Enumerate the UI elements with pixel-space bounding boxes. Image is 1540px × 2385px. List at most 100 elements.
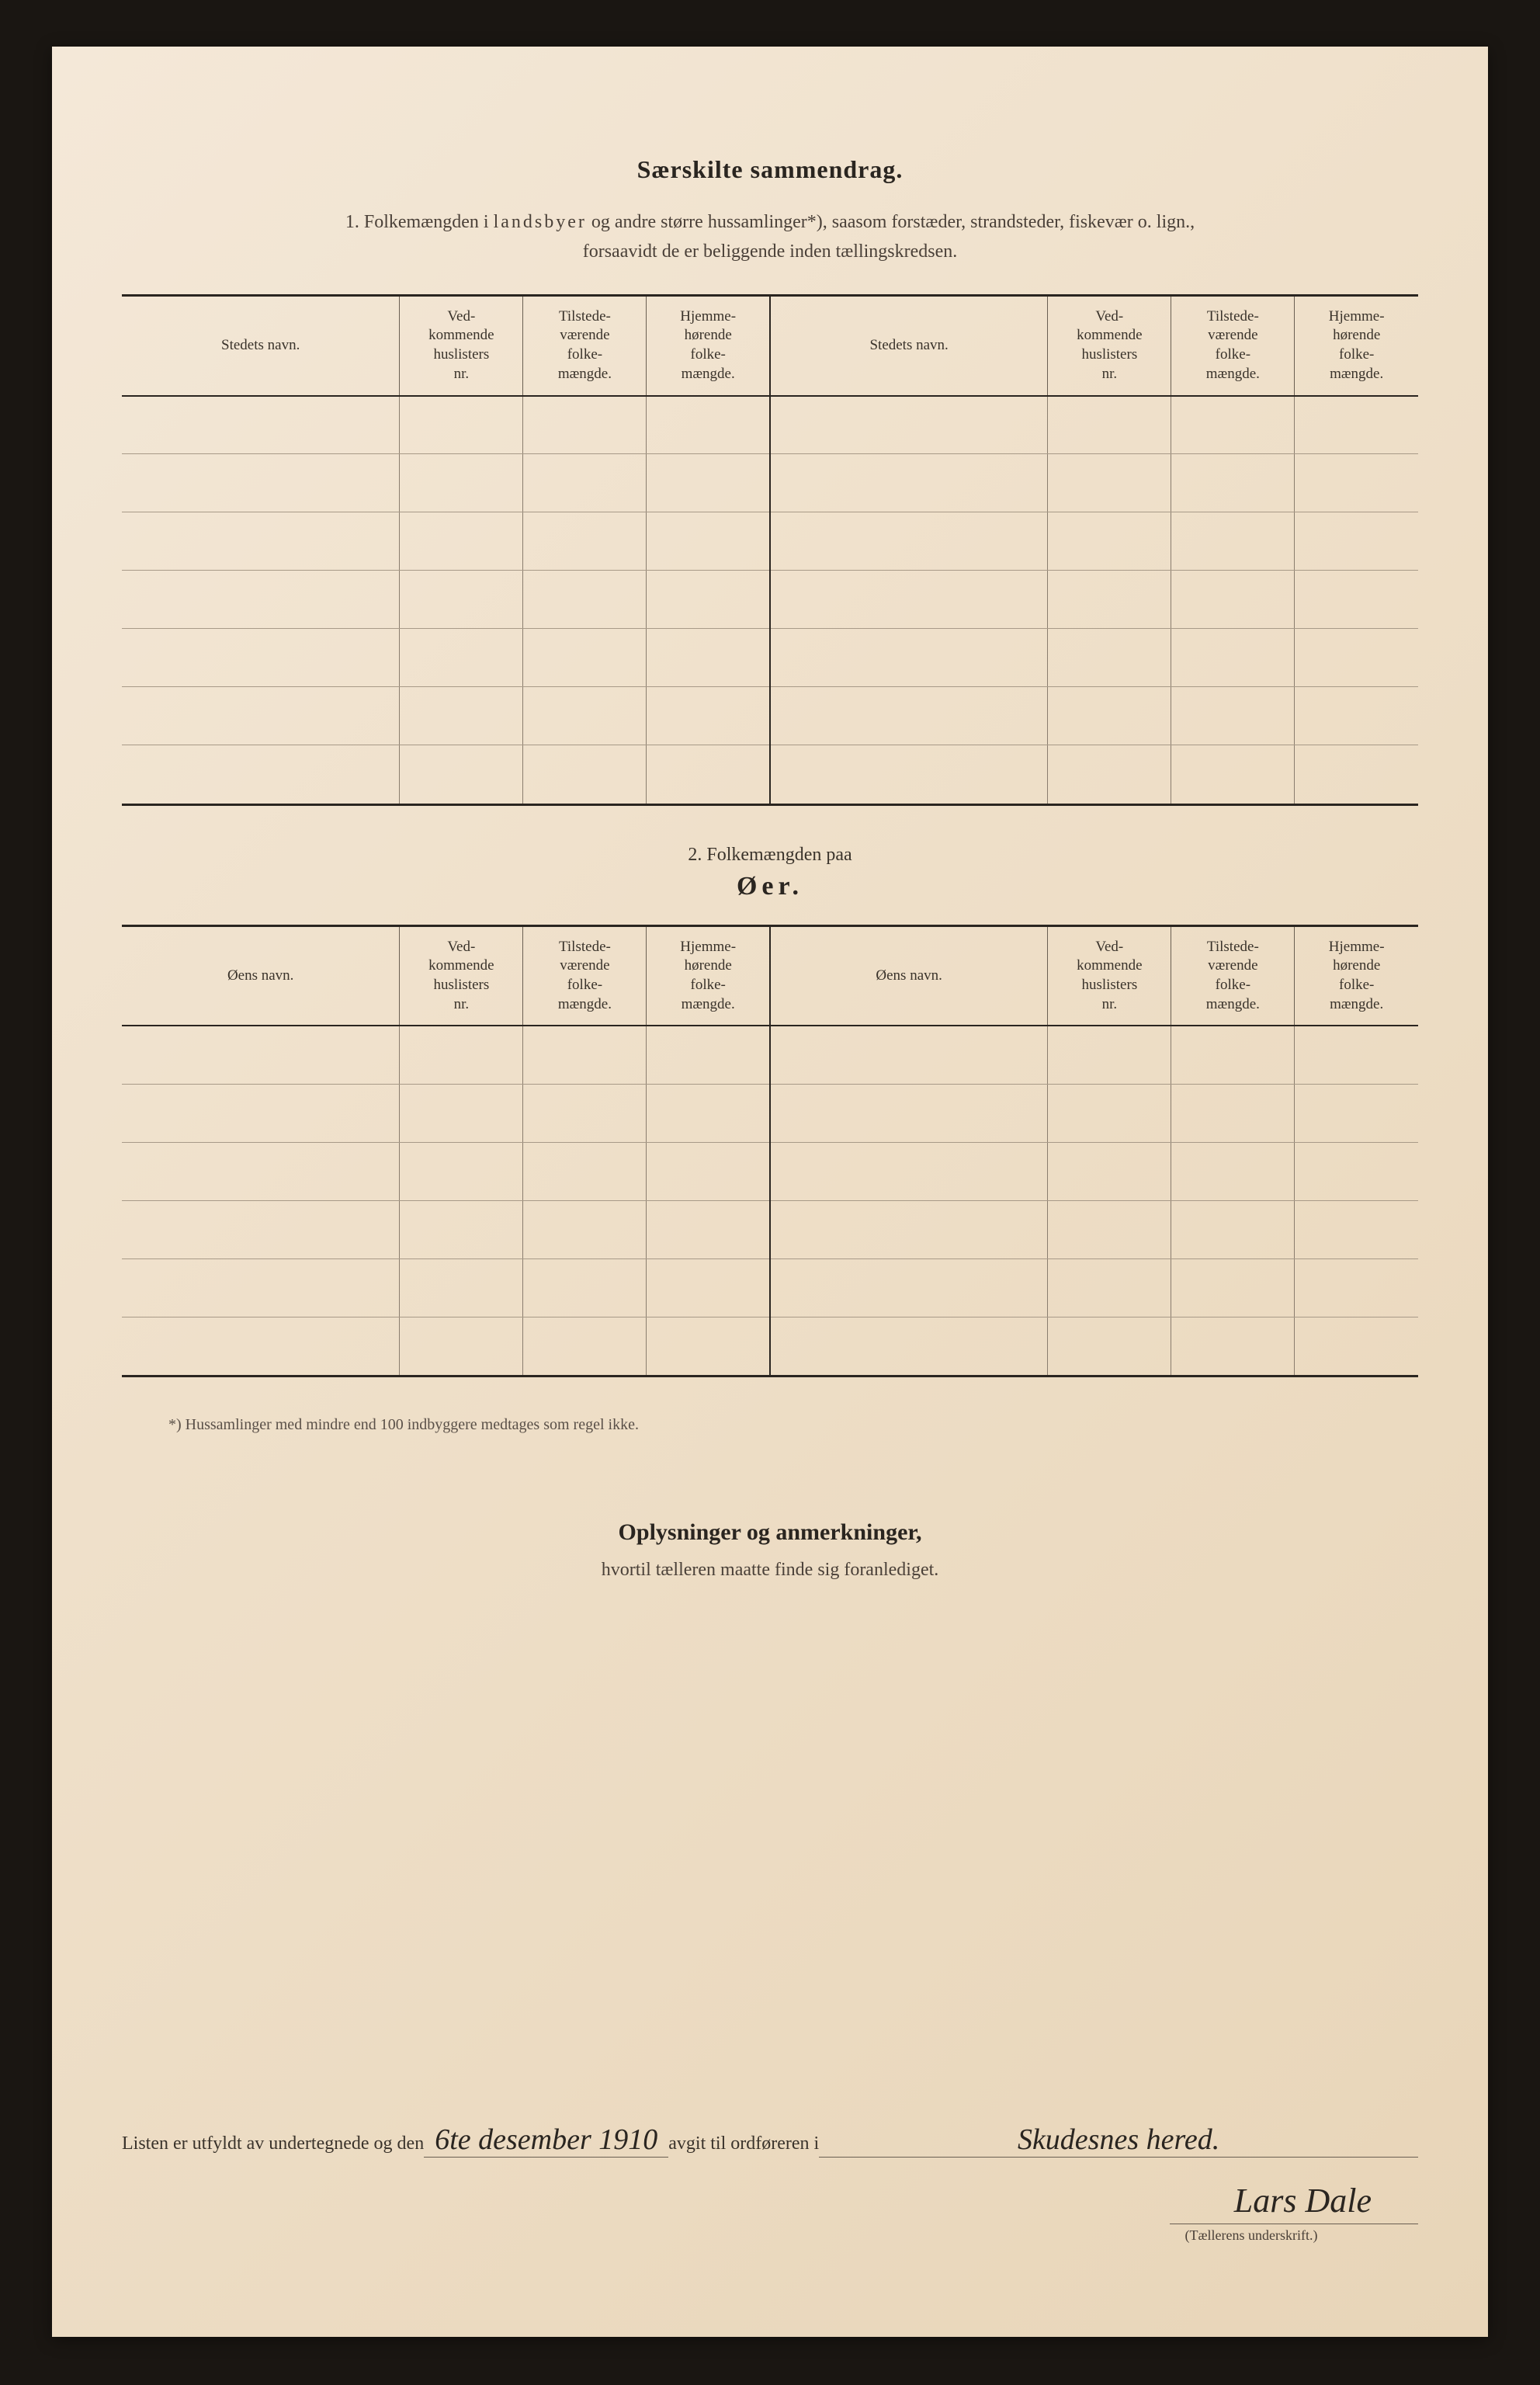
sig-middle: avgit til ordføreren i: [668, 2133, 819, 2154]
t1-h-col2-right: Ved- kommende huslisters nr.: [1048, 297, 1171, 396]
table-cell: [122, 512, 400, 571]
table-cell: [1295, 1142, 1418, 1200]
table-cell: [1295, 1026, 1418, 1084]
table-cell: [1171, 1084, 1295, 1142]
subtitle-spaced: landsbyer: [494, 212, 587, 232]
table-cell: [647, 512, 770, 571]
table-cell: [523, 1084, 647, 1142]
table1-wrap: Stedets navn. Ved- kommende huslisters n…: [122, 294, 1418, 806]
table2-wrap: Øens navn. Ved- kommende huslisters nr. …: [122, 925, 1418, 1378]
table-cell: [122, 1200, 400, 1258]
table-cell: [122, 396, 400, 454]
t2-h-col2-right: Ved- kommende huslisters nr.: [1048, 927, 1171, 1026]
table-cell: [400, 396, 523, 454]
table-cell: [1048, 571, 1171, 629]
t2-h-col4-right: Hjemme- hørende folke- mængde.: [1295, 927, 1418, 1026]
table-row: [122, 1026, 1418, 1084]
section2-line2: Øer.: [122, 872, 1418, 901]
footnote: *) Hussamlinger med mindre end 100 indby…: [168, 1416, 1418, 1434]
table-cell: [1048, 629, 1171, 687]
table-cell: [770, 571, 1048, 629]
table-cell: [770, 687, 1048, 745]
t1-h-col3-left: Tilstede- værende folke- mængde.: [523, 297, 647, 396]
table-row: [122, 512, 1418, 571]
table-cell: [1048, 1317, 1171, 1375]
table-cell: [400, 687, 523, 745]
oplysninger-subtitle: hvortil tælleren maatte finde sig foranl…: [122, 1560, 1418, 1581]
table-cell: [1295, 745, 1418, 804]
table-cell: [122, 454, 400, 512]
table-cell: [122, 1258, 400, 1317]
signature-line: Listen er utfyldt av undertegnede og den…: [122, 2123, 1418, 2158]
table-cell: [122, 1317, 400, 1375]
table-cell: [1048, 512, 1171, 571]
table-cell: [1171, 1200, 1295, 1258]
table-row: [122, 1142, 1418, 1200]
table-cell: [400, 1258, 523, 1317]
table-cell: [1048, 1258, 1171, 1317]
table-cell: [770, 1142, 1048, 1200]
table-cell: [1048, 1200, 1171, 1258]
table-cell: [122, 629, 400, 687]
table-cell: [1171, 1142, 1295, 1200]
subtitle-prefix: 1. Folkemængden i: [345, 212, 494, 232]
table-cell: [523, 745, 647, 804]
table-cell: [770, 1317, 1048, 1375]
table-cell: [523, 1200, 647, 1258]
table-cell: [770, 512, 1048, 571]
t1-h-col3-right: Tilstede- værende folke- mængde.: [1171, 297, 1295, 396]
sig-place: Skudesnes hered.: [819, 2123, 1418, 2158]
table-cell: [523, 1142, 647, 1200]
table-cell: [1295, 396, 1418, 454]
table-cell: [1295, 1200, 1418, 1258]
table-cell: [770, 454, 1048, 512]
signature-area: Listen er utfyldt av undertegnede og den…: [122, 2123, 1418, 2244]
table-cell: [523, 687, 647, 745]
table-cell: [647, 1258, 770, 1317]
document-page: Særskilte sammendrag. 1. Folkemængden i …: [52, 47, 1488, 2337]
table-row: [122, 1200, 1418, 1258]
table-cell: [122, 745, 400, 804]
table-cell: [1171, 1258, 1295, 1317]
t2-h-col4-left: Hjemme- hørende folke- mængde.: [647, 927, 770, 1026]
table-cell: [1171, 687, 1295, 745]
table-cell: [1048, 745, 1171, 804]
table-cell: [1171, 1317, 1295, 1375]
table-cell: [400, 629, 523, 687]
table-cell: [523, 1317, 647, 1375]
section2-header: 2. Folkemængden paa Øer.: [122, 845, 1418, 901]
table-cell: [1048, 396, 1171, 454]
table-cell: [770, 629, 1048, 687]
table-cell: [1171, 454, 1295, 512]
table-cell: [122, 687, 400, 745]
table-cell: [400, 745, 523, 804]
t2-h-name-left: Øens navn.: [122, 927, 400, 1026]
table-cell: [647, 571, 770, 629]
table-row: [122, 687, 1418, 745]
table-cell: [1295, 512, 1418, 571]
table-cell: [1295, 629, 1418, 687]
table-cell: [770, 745, 1048, 804]
table-cell: [647, 454, 770, 512]
table-cell: [122, 1142, 400, 1200]
table-cell: [647, 1026, 770, 1084]
sig-date: 6te desember 1910: [424, 2123, 668, 2158]
table2: Øens navn. Ved- kommende huslisters nr. …: [122, 927, 1418, 1376]
table-cell: [770, 1026, 1048, 1084]
table-cell: [1048, 687, 1171, 745]
table-cell: [647, 745, 770, 804]
table-cell: [1171, 1026, 1295, 1084]
table-cell: [1048, 454, 1171, 512]
table-cell: [400, 571, 523, 629]
table-cell: [1295, 1084, 1418, 1142]
table-cell: [523, 454, 647, 512]
table1: Stedets navn. Ved- kommende huslisters n…: [122, 297, 1418, 804]
table-cell: [523, 396, 647, 454]
table-cell: [1171, 512, 1295, 571]
t2-h-col3-right: Tilstede- værende folke- mængde.: [1171, 927, 1295, 1026]
table-row: [122, 629, 1418, 687]
table-cell: [1048, 1084, 1171, 1142]
table-cell: [400, 1142, 523, 1200]
table-cell: [647, 1142, 770, 1200]
table2-header-row: Øens navn. Ved- kommende huslisters nr. …: [122, 927, 1418, 1026]
